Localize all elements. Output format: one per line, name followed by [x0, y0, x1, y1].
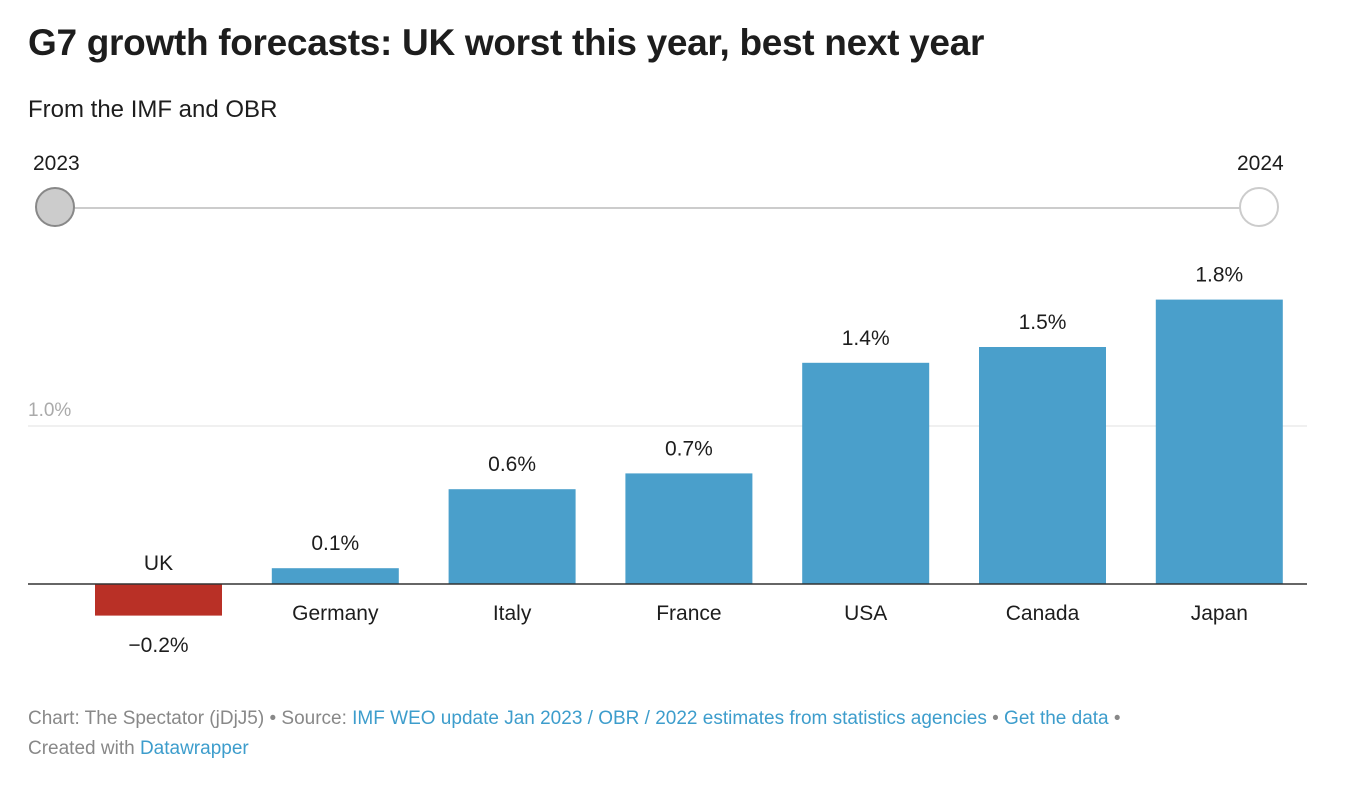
bar-uk	[95, 584, 222, 616]
chart-subtitle: From the IMF and OBR	[28, 96, 278, 123]
value-label: −0.2%	[128, 634, 188, 657]
category-label: Italy	[493, 602, 532, 625]
category-label: France	[656, 602, 721, 625]
footer: Chart: The Spectator (jDjJ5) • Source: I…	[28, 704, 1328, 764]
slider-knob-2024[interactable]	[1239, 187, 1279, 227]
slider-label-2024[interactable]: 2024	[1237, 152, 1284, 175]
get-data-link[interactable]: Get the data	[1004, 708, 1109, 729]
year-slider-track[interactable]	[55, 207, 1259, 209]
value-label: 0.1%	[311, 532, 359, 555]
category-label: Japan	[1191, 602, 1248, 625]
bar-usa	[802, 362, 930, 584]
value-label: 1.4%	[842, 327, 890, 350]
y-tick-label: 1.0%	[28, 400, 71, 421]
slider-knob-2023-selected[interactable]	[35, 187, 75, 227]
category-label: Germany	[292, 602, 379, 625]
source-link[interactable]: IMF WEO update Jan 2023 / OBR / 2022 est…	[352, 708, 987, 729]
bar-japan	[1155, 299, 1283, 584]
chart-credit: Chart: The Spectator (jDjJ5) • Source:	[28, 708, 353, 729]
created-with: Created with	[28, 738, 140, 759]
chart-title: G7 growth forecasts: UK worst this year,…	[28, 22, 985, 63]
category-label: USA	[844, 602, 887, 625]
value-label: 1.8%	[1195, 264, 1243, 287]
value-label: 0.7%	[665, 437, 713, 460]
bar-italy	[448, 489, 576, 584]
bar-canada	[979, 347, 1106, 584]
bar-chart: 1.0% UK −0.2% Germany 0.1% Italy 0.6% France 0.7…	[28, 264, 1307, 657]
datawrapper-link[interactable]: Datawrapper	[139, 738, 249, 759]
slider-label-2023[interactable]: 2023	[33, 152, 80, 175]
category-label: Canada	[1006, 602, 1080, 625]
bar-france	[625, 473, 753, 584]
bar-germany	[271, 568, 399, 584]
separator: •	[986, 708, 1005, 729]
separator: •	[1108, 708, 1121, 729]
value-label: 0.6%	[488, 453, 536, 476]
category-label: UK	[144, 552, 173, 575]
value-label: 1.5%	[1019, 311, 1067, 334]
